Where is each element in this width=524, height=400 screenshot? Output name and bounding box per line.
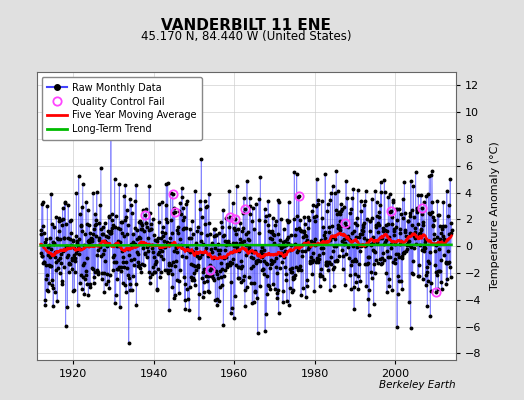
Text: VANDERBILT 11 ENE: VANDERBILT 11 ENE [161, 18, 331, 33]
Legend: Raw Monthly Data, Quality Control Fail, Five Year Moving Average, Long-Term Tren: Raw Monthly Data, Quality Control Fail, … [41, 77, 202, 140]
Text: Berkeley Earth: Berkeley Earth [379, 380, 456, 390]
Text: 45.170 N, 84.440 W (United States): 45.170 N, 84.440 W (United States) [141, 30, 352, 43]
Y-axis label: Temperature Anomaly (°C): Temperature Anomaly (°C) [490, 142, 500, 290]
